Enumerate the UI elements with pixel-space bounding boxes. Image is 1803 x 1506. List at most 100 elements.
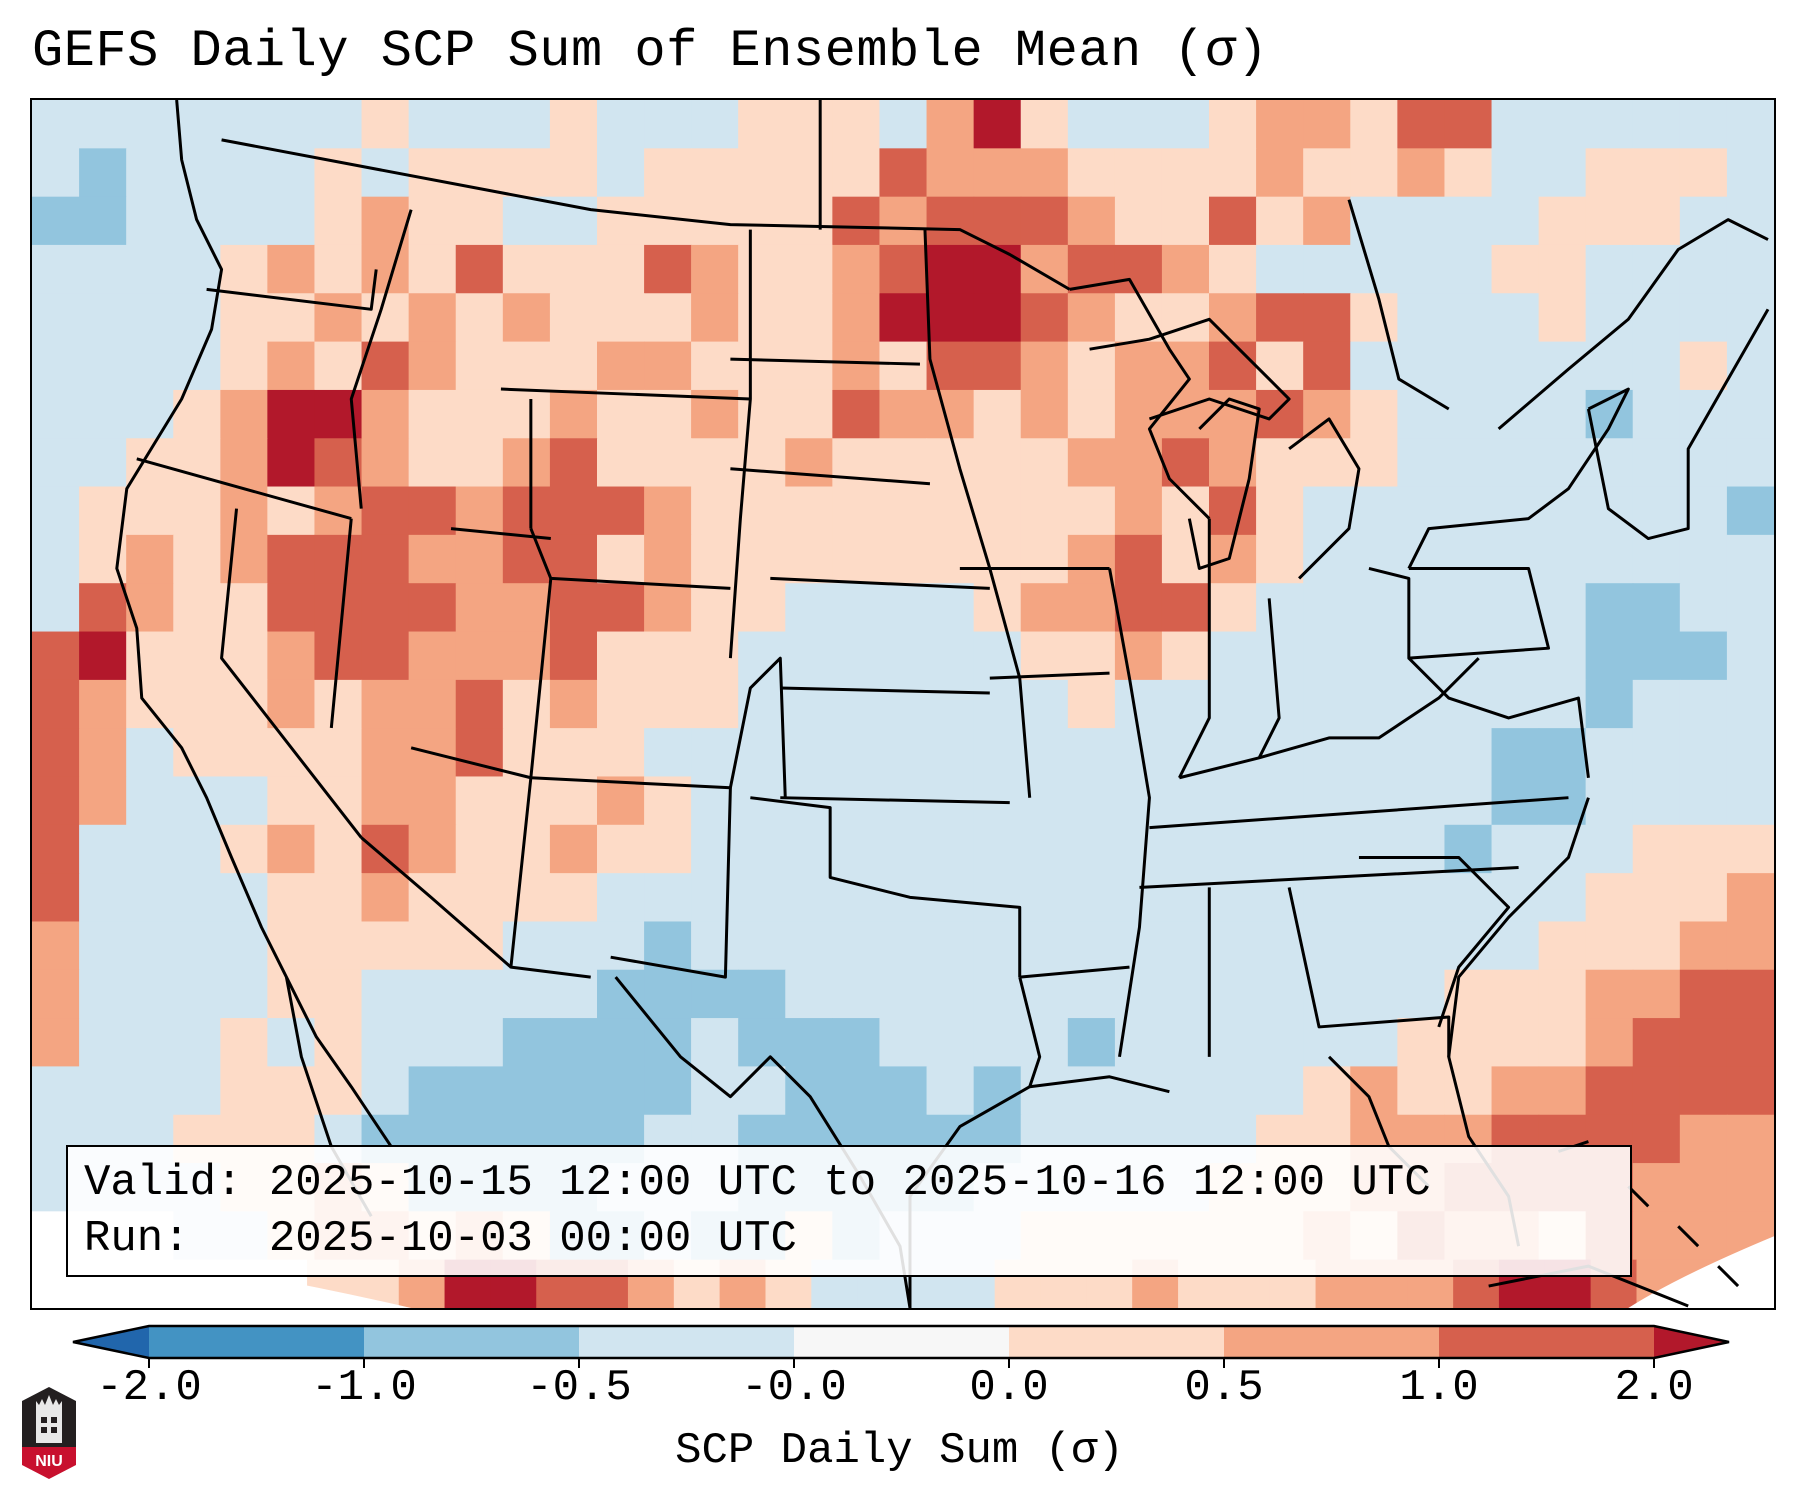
heatmap-cell — [879, 341, 928, 391]
heatmap-cell — [1114, 583, 1163, 633]
heatmap-cell — [738, 196, 786, 246]
heatmap-cell — [1397, 244, 1446, 294]
heatmap-cell — [79, 873, 127, 923]
heatmap-cell — [973, 583, 1022, 633]
heatmap-cell — [79, 486, 127, 536]
heatmap-cell — [173, 534, 221, 584]
heatmap-cell — [926, 534, 975, 584]
heatmap-cell — [738, 534, 786, 584]
heatmap-cell — [1679, 824, 1728, 874]
heatmap-cell — [1161, 728, 1210, 778]
heatmap-cell — [644, 244, 692, 294]
heatmap-cell — [1726, 1163, 1774, 1213]
heatmap-cell — [1161, 824, 1210, 874]
heatmap-cell — [644, 728, 692, 778]
heatmap-cell — [1538, 293, 1587, 343]
heatmap-cell — [1491, 1066, 1540, 1116]
heatmap-cell — [1679, 100, 1728, 149]
heatmap-cell — [1350, 534, 1398, 584]
heatmap-cell — [1632, 486, 1681, 536]
heatmap-cell — [1397, 873, 1446, 923]
heatmap-cell — [314, 728, 363, 778]
colorbar-label: SCP Daily Sum (σ) — [0, 1426, 1803, 1476]
heatmap-cell — [1679, 1163, 1728, 1213]
heatmap-cell — [173, 969, 221, 1019]
heatmap-cell — [1067, 679, 1116, 729]
heatmap-cell — [1161, 776, 1210, 826]
heatmap-cell — [691, 293, 739, 343]
heatmap-cell — [408, 583, 457, 633]
heatmap-cell — [455, 1018, 504, 1067]
heatmap-cell — [267, 486, 316, 536]
heatmap-cell — [502, 486, 551, 536]
heatmap-cell — [1114, 341, 1163, 391]
heatmap-cell — [361, 100, 410, 149]
heatmap-cell — [361, 389, 410, 439]
heatmap-cell — [1256, 389, 1304, 439]
heatmap-cell — [126, 196, 174, 246]
heatmap-cell — [1397, 776, 1446, 826]
heatmap-cell — [644, 100, 692, 149]
heatmap-cell — [1444, 389, 1493, 439]
heatmap-cell — [1491, 1018, 1540, 1067]
heatmap-cell — [1397, 1066, 1446, 1116]
heatmap-cell — [738, 728, 786, 778]
heatmap-cell — [1161, 873, 1210, 923]
heatmap-cell — [1444, 244, 1493, 294]
heatmap-cell — [1256, 293, 1304, 343]
heatmap-cell — [1726, 824, 1774, 874]
heatmap-cell — [314, 148, 363, 198]
heatmap-cell — [126, 148, 174, 198]
niu-logo: NIU — [22, 1387, 76, 1479]
heatmap-cell — [267, 341, 316, 391]
heatmap-cell — [832, 1018, 881, 1067]
heatmap-cell — [1538, 100, 1587, 149]
heatmap-cell — [126, 341, 174, 391]
chart-title: GEFS Daily SCP Sum of Ensemble Mean (σ) — [32, 22, 1269, 81]
heatmap-cell — [408, 341, 457, 391]
heatmap-cell — [1020, 873, 1069, 923]
great-lakes-huron — [1288, 417, 1361, 580]
heatmap-cell — [126, 921, 174, 971]
heatmap-cell — [973, 728, 1022, 778]
heatmap-cell — [1679, 341, 1728, 391]
heatmap-cell — [1350, 776, 1398, 826]
heatmap-cell — [1208, 196, 1257, 246]
heatmap-cell — [455, 583, 504, 633]
heatmap-cell — [926, 631, 975, 681]
montana-wyoming — [500, 387, 751, 401]
heatmap-cell — [314, 293, 363, 343]
heatmap-cell — [691, 824, 739, 874]
heatmap-cell — [1020, 631, 1069, 681]
heatmap-cell — [314, 583, 363, 633]
tennessee — [1139, 796, 1569, 889]
heatmap-cell — [597, 486, 645, 536]
heatmap-cell — [597, 438, 645, 488]
heatmap-cell — [1114, 148, 1163, 198]
heatmap-cell — [455, 100, 504, 149]
heatmap-cell — [1538, 534, 1587, 584]
heatmap-cell — [220, 728, 269, 778]
heatmap-cell — [361, 1066, 410, 1116]
heatmap-cell — [1020, 1018, 1069, 1067]
heatmap-cell — [455, 534, 504, 584]
heatmap-cell — [502, 100, 551, 149]
heatmap-cell — [1020, 921, 1069, 971]
logo-tower — [36, 1411, 62, 1443]
heatmap-cell — [79, 824, 127, 874]
heatmap-cell — [549, 389, 598, 439]
heatmap-cell — [1161, 244, 1210, 294]
heatmap-cell — [1303, 776, 1351, 826]
heatmap-cell — [1679, 244, 1728, 294]
heatmap-cell — [1538, 196, 1587, 246]
heatmap-cell — [1397, 196, 1446, 246]
heatmap-cell — [973, 438, 1022, 488]
heatmap-cell — [1350, 293, 1398, 343]
heatmap-cell — [455, 921, 504, 971]
heatmap-cell — [1632, 776, 1681, 826]
heatmap-cell — [738, 244, 786, 294]
heatmap-cell — [1585, 728, 1634, 778]
heatmap-cell — [1114, 438, 1163, 488]
heatmap-cell — [549, 244, 598, 294]
heatmap-cell — [1161, 1018, 1210, 1067]
